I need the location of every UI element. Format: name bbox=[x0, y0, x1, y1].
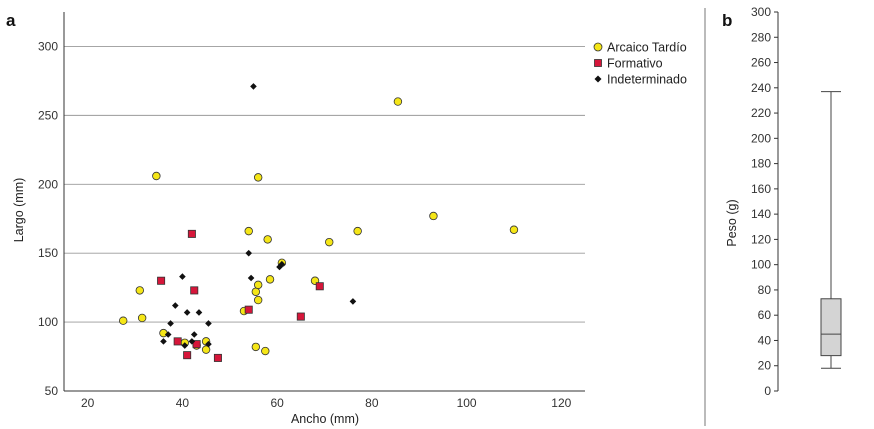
legend-marker-formativo bbox=[594, 59, 602, 67]
x-tick-label-40: 40 bbox=[176, 396, 190, 410]
point-diamond-8 bbox=[195, 309, 203, 316]
box-y-tick-label-240: 240 bbox=[751, 81, 771, 95]
x-tick-label-100: 100 bbox=[457, 396, 477, 410]
point-circle-4 bbox=[159, 328, 168, 338]
point-square-9 bbox=[315, 282, 324, 291]
scatter-x-axis-label: Ancho (mm) bbox=[291, 412, 359, 426]
box-y-tick-label-40: 40 bbox=[758, 333, 772, 347]
point-diamond-3 bbox=[179, 273, 186, 280]
point-circle-13 bbox=[253, 280, 263, 290]
legend-label-indeterminado: Indeterminado bbox=[607, 73, 687, 87]
point-square-8 bbox=[296, 312, 305, 321]
point-square-4 bbox=[190, 286, 199, 295]
box-tick-labels: 0 20 40 60 80 100 120 140 160 180 200 220 240 260 280 3… bbox=[751, 5, 778, 398]
y-tick-label-50: 50 bbox=[45, 384, 59, 398]
box-y-tick-label-120: 120 bbox=[751, 232, 771, 246]
point-diamond-13 bbox=[250, 83, 257, 90]
point-circle-18 bbox=[265, 275, 275, 284]
point-square-2 bbox=[183, 351, 192, 360]
point-diamond-7 bbox=[190, 331, 198, 338]
point-diamond-6 bbox=[188, 338, 196, 345]
box-y-tick-label-300: 300 bbox=[751, 5, 771, 19]
point-diamond-9 bbox=[205, 320, 212, 327]
point-diamond-12 bbox=[247, 274, 255, 282]
point-circle-12 bbox=[251, 342, 261, 352]
x-tick-label-120: 120 bbox=[551, 396, 571, 410]
y-tick-label-100: 100 bbox=[38, 315, 58, 329]
point-circle-14 bbox=[253, 295, 263, 305]
box-y-axis-label: Peso (g) bbox=[725, 199, 739, 246]
point-diamond-0 bbox=[160, 338, 167, 345]
legend-marker-arcaico bbox=[593, 42, 603, 52]
point-circle-22 bbox=[353, 226, 362, 236]
scatter-points bbox=[119, 83, 519, 362]
point-square-3 bbox=[187, 229, 196, 238]
box-y-tick-label-0: 0 bbox=[764, 384, 771, 398]
y-tick-label-150: 150 bbox=[38, 246, 58, 260]
point-square-7 bbox=[244, 305, 253, 314]
interquartile-box bbox=[820, 298, 842, 357]
point-circle-3 bbox=[152, 171, 161, 181]
point-square-0 bbox=[157, 276, 166, 285]
box-y-tick-label-20: 20 bbox=[758, 359, 772, 373]
point-circle-10 bbox=[244, 226, 253, 236]
box-y-tick-label-260: 260 bbox=[751, 56, 771, 70]
panel-label-a: a bbox=[6, 11, 16, 30]
scatter-y-axis-label: Largo (mm) bbox=[12, 178, 26, 243]
point-diamond-15 bbox=[278, 260, 286, 268]
point-circle-24 bbox=[429, 211, 438, 221]
point-circle-17 bbox=[263, 235, 272, 244]
box-y-tick-label-60: 60 bbox=[758, 308, 772, 322]
box-y-tick-label-180: 180 bbox=[751, 157, 771, 171]
box-y-tick-label-280: 280 bbox=[751, 30, 771, 44]
x-tick-label-80: 80 bbox=[365, 396, 379, 410]
point-circle-8 bbox=[201, 345, 211, 354]
box-y-tick-label-220: 220 bbox=[751, 106, 771, 120]
point-circle-16 bbox=[261, 346, 270, 356]
scatter-legend: Arcaico Tardío Formativo Indeterminado bbox=[593, 41, 687, 87]
box-y-tick-label-80: 80 bbox=[758, 283, 772, 297]
scatter-tick-labels: 50 100 150 200 250 300 20 40 60 80 100 120 bbox=[38, 39, 572, 410]
point-diamond-4 bbox=[181, 342, 189, 349]
point-square-6 bbox=[213, 353, 222, 362]
point-circle-2 bbox=[137, 313, 147, 323]
point-diamond-16 bbox=[349, 298, 357, 305]
panel-label-b: b bbox=[722, 11, 732, 30]
scatter-gridlines bbox=[64, 46, 585, 323]
point-circle-15 bbox=[253, 173, 263, 182]
point-diamond-2 bbox=[172, 302, 179, 309]
point-circle-23 bbox=[393, 97, 403, 106]
y-tick-label-300: 300 bbox=[38, 39, 58, 53]
legend-label-arcaico: Arcaico Tardío bbox=[607, 41, 687, 55]
point-diamond-17 bbox=[164, 331, 172, 338]
x-tick-label-60: 60 bbox=[270, 396, 284, 410]
point-diamond-11 bbox=[245, 249, 253, 257]
point-square-5 bbox=[192, 340, 201, 349]
x-tick-label-20: 20 bbox=[81, 396, 95, 410]
point-circle-0 bbox=[119, 316, 128, 325]
legend-label-formativo: Formativo bbox=[607, 57, 663, 71]
legend-marker-indeterminado bbox=[594, 75, 602, 83]
point-circle-11 bbox=[251, 287, 261, 296]
box-y-tick-label-140: 140 bbox=[751, 207, 771, 221]
point-diamond-1 bbox=[167, 320, 174, 327]
y-tick-label-200: 200 bbox=[38, 177, 58, 191]
box-y-tick-label-200: 200 bbox=[751, 131, 771, 145]
box-y-tick-label-160: 160 bbox=[751, 182, 771, 196]
y-tick-label-250: 250 bbox=[38, 108, 58, 122]
point-diamond-5 bbox=[183, 309, 191, 316]
point-circle-25 bbox=[509, 225, 519, 234]
point-circle-21 bbox=[325, 237, 334, 247]
point-circle-1 bbox=[135, 286, 144, 295]
box-y-tick-label-100: 100 bbox=[751, 258, 771, 272]
point-diamond-10 bbox=[205, 340, 212, 348]
point-square-1 bbox=[173, 337, 182, 346]
boxplot bbox=[820, 91, 842, 369]
